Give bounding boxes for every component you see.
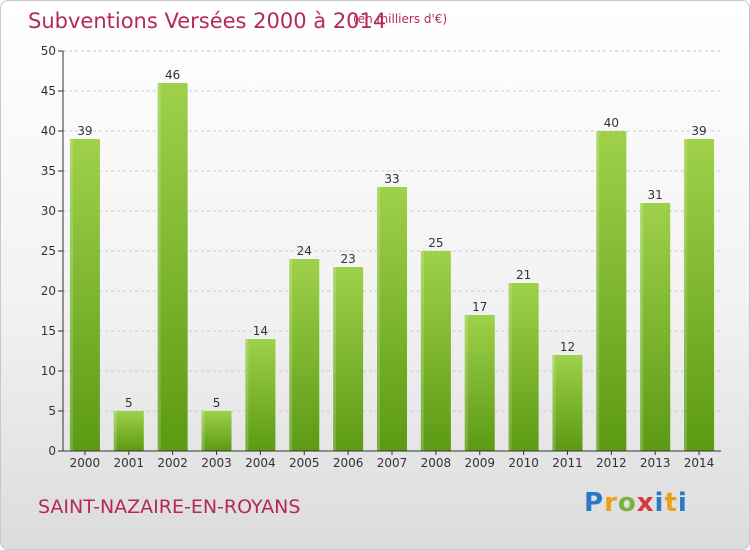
chart-units: (en milliers d'€) <box>353 12 448 26</box>
bar-highlight <box>420 251 424 451</box>
bar <box>289 259 320 451</box>
bar-highlight <box>464 315 468 451</box>
bar-highlight <box>157 83 161 451</box>
x-tick-label: 2004 <box>245 456 276 470</box>
bar-value-label: 21 <box>516 268 531 282</box>
y-tick-label: 5 <box>48 404 56 418</box>
bar-highlight <box>377 187 380 451</box>
bar <box>420 251 451 451</box>
bar <box>596 131 627 451</box>
bar-value-label: 12 <box>560 340 575 354</box>
y-tick-label: 35 <box>41 164 56 178</box>
bar-value-label: 39 <box>77 124 92 138</box>
x-tick-label: 2006 <box>333 456 364 470</box>
bar-highlight <box>69 139 73 451</box>
logo-letter: o <box>617 488 637 518</box>
bar <box>464 315 495 451</box>
logo-letter: i <box>677 488 688 518</box>
bar-highlight <box>113 411 117 451</box>
bar-value-label: 5 <box>125 396 133 410</box>
y-tick-label: 20 <box>41 284 56 298</box>
bar-value-label: 23 <box>340 252 355 266</box>
axes: 0 5 10 15 20 25 30 35 40 45 50 2000 2001 2002 2003 2004… <box>41 44 721 470</box>
x-tick-label: 2014 <box>684 456 715 470</box>
bar-value-label: 31 <box>648 188 663 202</box>
y-tick-label: 10 <box>41 364 56 378</box>
y-tick-label: 40 <box>41 124 56 138</box>
x-tick-label: 2009 <box>464 456 495 470</box>
bar <box>201 411 232 451</box>
bar-highlight <box>333 267 337 451</box>
bar <box>377 187 407 451</box>
bar-value-label: 5 <box>213 396 221 410</box>
bar-value-label: 25 <box>428 236 443 250</box>
bar-highlight <box>201 411 205 451</box>
bar-highlight <box>289 259 293 451</box>
x-tick-label: 2002 <box>157 456 188 470</box>
bar-value-label: 17 <box>472 300 487 314</box>
x-tick-label: 2003 <box>201 456 232 470</box>
bar-highlight <box>640 203 644 451</box>
bar-value-label: 14 <box>253 324 268 338</box>
bar-highlight <box>508 283 512 451</box>
y-tick-label: 15 <box>41 324 56 338</box>
x-tick-label: 2000 <box>70 456 101 470</box>
bar <box>333 267 364 451</box>
bar <box>640 203 671 451</box>
bar <box>245 339 276 451</box>
bar-highlight <box>596 131 600 451</box>
y-tick-label: 50 <box>41 44 56 58</box>
y-tick-label: 25 <box>41 244 56 258</box>
bar-highlight <box>245 339 249 451</box>
x-tick-label: 2001 <box>114 456 145 470</box>
bar <box>113 411 144 451</box>
bar <box>508 283 539 451</box>
logo-letter: r <box>604 488 618 518</box>
bar-value-label: 40 <box>604 116 619 130</box>
x-tick-label: 2012 <box>596 456 627 470</box>
x-tick-label: 2013 <box>640 456 671 470</box>
x-tick-label: 2005 <box>289 456 320 470</box>
bar-value-label: 33 <box>384 172 399 186</box>
x-tick-label: 2011 <box>552 456 583 470</box>
bar <box>684 139 715 451</box>
logo-letter: t <box>664 488 678 518</box>
bar-value-label: 39 <box>691 124 706 138</box>
bar-value-label: 24 <box>297 244 312 258</box>
proxiti-logo[interactable]: Proxiti <box>584 488 688 518</box>
y-tick-label: 0 <box>48 444 56 458</box>
y-tick-label: 45 <box>41 84 56 98</box>
logo-letter: P <box>584 488 605 518</box>
commune-name: SAINT-NAZAIRE-EN-ROYANS <box>38 496 301 518</box>
logo-letter: i <box>654 488 665 518</box>
logo-letter: x <box>636 488 655 518</box>
x-tick-label: 2007 <box>377 456 408 470</box>
bar <box>157 83 188 451</box>
y-tick-label: 30 <box>41 204 56 218</box>
x-tick-label: 2008 <box>421 456 452 470</box>
bar-highlight <box>684 139 688 451</box>
bar <box>552 355 583 451</box>
bar-highlight <box>552 355 556 451</box>
chart-title: Subventions Versées 2000 à 2014 <box>28 9 387 33</box>
bar <box>69 139 100 451</box>
bars: 39 5 46 5 14 24 23 33 25 17 21 12 40 31 39 <box>69 68 715 451</box>
bar-value-label: 46 <box>165 68 180 82</box>
x-tick-label: 2010 <box>508 456 539 470</box>
